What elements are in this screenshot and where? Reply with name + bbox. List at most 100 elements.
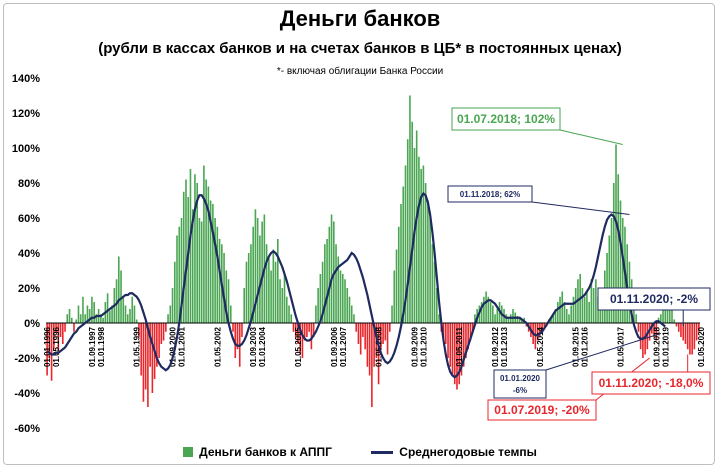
x-tick-label: 01.05.2017: [616, 326, 625, 367]
bar: [456, 323, 458, 390]
bar: [409, 95, 411, 323]
bar: [277, 239, 279, 323]
bar: [364, 323, 366, 350]
bar: [50, 323, 53, 381]
bar: [133, 305, 136, 323]
bar: [480, 302, 483, 323]
bar: [120, 270, 122, 323]
bar: [442, 323, 445, 341]
x-tick-label: 01.01.2019: [661, 326, 670, 367]
x-tick-label: 01.05.2005: [294, 326, 303, 367]
bar: [608, 235, 611, 323]
bar: [156, 323, 158, 367]
bar: [554, 309, 557, 323]
bar: [328, 226, 331, 323]
chart-legend: Деньги банков к АППГ Среднегодовые темпы: [0, 444, 720, 459]
bar: [205, 179, 207, 323]
bar: [586, 291, 588, 323]
bar: [539, 323, 541, 337]
bar: [673, 319, 676, 323]
bar: [138, 323, 140, 337]
bar: [422, 165, 425, 323]
bar: [411, 121, 413, 323]
bar: [180, 218, 183, 323]
bar: [232, 323, 234, 332]
x-tick-label: 01.05.2011: [455, 326, 464, 366]
bar: [124, 305, 127, 323]
bar: [216, 226, 219, 323]
bar: [341, 274, 344, 323]
bar: [265, 244, 268, 323]
bar: [84, 314, 86, 323]
bar: [695, 323, 698, 341]
bar: [400, 204, 402, 323]
annotation-box: [493, 369, 547, 399]
bar: [77, 305, 80, 323]
bar: [487, 296, 490, 323]
bar: [317, 288, 319, 323]
bar: [572, 296, 575, 323]
bar: [366, 323, 369, 367]
annotation-leader: [559, 129, 623, 145]
bar: [521, 319, 523, 323]
bar: [194, 174, 196, 323]
bar: [568, 314, 570, 323]
bar: [469, 323, 472, 341]
bar: [55, 323, 57, 332]
y-tick-label: -40%: [14, 388, 40, 400]
x-tick-label: 01.01.2010: [419, 326, 428, 367]
bar: [191, 209, 194, 323]
x-tick-label: 01.09.2009: [410, 326, 419, 367]
bar: [467, 323, 469, 350]
bar: [189, 169, 192, 323]
bar: [438, 314, 440, 323]
bar: [160, 323, 163, 344]
bar: [637, 323, 640, 332]
bar: [59, 323, 62, 337]
bar: [57, 323, 60, 355]
bar: [259, 235, 261, 323]
bar: [404, 165, 407, 323]
bar: [592, 288, 595, 323]
bar: [671, 309, 673, 323]
bar: [319, 274, 322, 323]
bar: [261, 221, 263, 323]
bar: [377, 323, 380, 385]
bar: [612, 183, 615, 323]
bar: [518, 317, 521, 323]
bar: [196, 183, 198, 323]
bar: [218, 239, 221, 323]
bar: [615, 144, 617, 323]
bar: [664, 305, 667, 323]
y-tick-label: 80%: [18, 178, 40, 190]
bar: [494, 314, 496, 323]
bar: [247, 253, 250, 323]
bar: [245, 261, 248, 323]
bar: [565, 309, 568, 323]
bar: [680, 323, 682, 337]
bar: [346, 288, 349, 323]
bar: [639, 323, 642, 350]
bar: [86, 305, 89, 323]
bar: [451, 323, 454, 376]
bar: [429, 218, 431, 323]
bar: [288, 305, 290, 323]
bar: [395, 249, 398, 323]
bar: [268, 256, 270, 323]
y-tick-label: 0%: [24, 318, 40, 330]
bar: [552, 314, 555, 323]
annotation-box: [451, 107, 561, 131]
bar: [68, 309, 71, 323]
bar: [348, 296, 351, 323]
bar: [165, 323, 167, 332]
bar: [471, 323, 474, 332]
bar: [570, 305, 573, 323]
bar: [496, 309, 499, 323]
bar: [61, 323, 64, 344]
bar: [129, 309, 131, 323]
bar: [373, 323, 375, 367]
bar: [371, 323, 373, 407]
bar: [169, 305, 172, 323]
bar: [677, 323, 680, 332]
bar: [102, 317, 104, 323]
